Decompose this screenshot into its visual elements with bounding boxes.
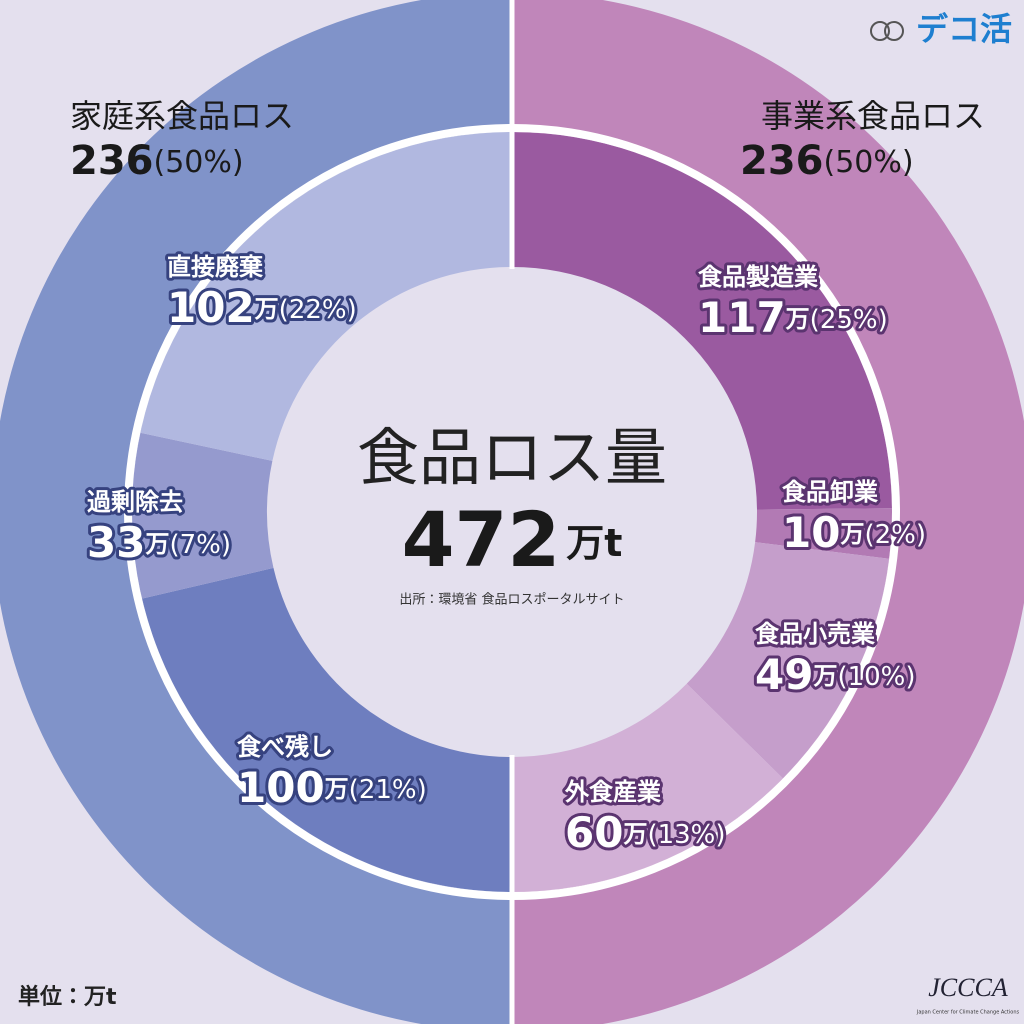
inner-number: 33 (87, 518, 145, 567)
outer-label: 家庭系食品ロス (70, 97, 294, 135)
inner-unit: 万 (840, 520, 864, 548)
logo-text: デコ活 (916, 10, 1012, 48)
inner-percent: (10%) (837, 662, 915, 692)
inner-slice (512, 132, 892, 510)
footer-logo: JCCCA (928, 973, 1008, 1002)
outer-percent: (50%) (154, 145, 244, 180)
inner-slice (140, 132, 512, 461)
logo-icon (884, 21, 904, 41)
inner-percent: (25%) (810, 305, 888, 335)
inner-label: 食品製造業 (698, 263, 818, 291)
inner-unit: 万 (145, 530, 169, 558)
chart-title: 食品ロス量 (357, 421, 667, 494)
inner-unit: 万 (813, 662, 837, 690)
inner-number: 60 (565, 808, 623, 857)
center-disc (269, 269, 755, 755)
total: 472 万t (402, 495, 623, 584)
inner-slice (509, 683, 783, 893)
inner-percent: (22%) (279, 295, 357, 325)
inner-value: 102万(22%) (167, 283, 357, 332)
inner-label: 食品小売業 (755, 620, 875, 648)
outer-number: 236 (70, 138, 154, 184)
inner-label: 外食産業 (564, 778, 661, 806)
inner-slice (132, 432, 274, 599)
inner-unit: 万 (325, 775, 349, 803)
inner-value: 117万(25%) (698, 293, 888, 342)
outer-value: 236(50%) (740, 138, 914, 184)
logo-icon (870, 21, 890, 41)
inner-percent: (21%) (349, 775, 427, 805)
outer-value: 236(50%) (70, 138, 244, 184)
logo: デコ活 (870, 10, 1012, 48)
inner-unit: 万 (255, 295, 279, 323)
inner-number: 100 (237, 763, 325, 812)
inner-label: 食べ残し (237, 733, 333, 761)
inner-value: 33万(7%) (87, 518, 231, 567)
inner-value: 100万(21%) (237, 763, 427, 812)
inner-number: 102 (167, 283, 255, 332)
source: 出所：環境省 食品ロスポータルサイト (399, 593, 624, 608)
inner-percent: (2%) (864, 520, 926, 550)
inner-unit: 万 (623, 820, 647, 848)
inner-percent: (13%) (647, 820, 725, 850)
inner-value: 60万(13%) (565, 808, 726, 857)
inner-value: 10万(2%) (782, 508, 926, 557)
outer-label: 事業系食品ロス (761, 97, 985, 135)
inner-label: 過剰除去 (87, 488, 183, 516)
inner-slice (142, 567, 511, 892)
outer-slice (512, 0, 1024, 1024)
inner-percent: (7%) (169, 530, 231, 560)
outer-percent: (50%) (824, 145, 914, 180)
labels: 事業系食品ロス236(50%)家庭系食品ロス236(50%)食品製造業117万(… (70, 97, 985, 860)
total-value: 472 (402, 495, 561, 584)
inner-number: 10 (782, 508, 840, 557)
inner-number: 117 (698, 293, 786, 342)
outer-number: 236 (740, 138, 824, 184)
footer-logo-subtitle: Japan Center for Climate Change Actions (916, 1010, 1020, 1016)
unit-note: 単位：万t (18, 984, 117, 1010)
inner-number: 49 (755, 650, 813, 699)
outer-slice (0, 0, 512, 1024)
inner-slice (686, 542, 890, 779)
total-unit: 万t (566, 521, 622, 565)
inner-label: 直接廃棄 (167, 253, 264, 281)
inner-slice (755, 508, 892, 559)
inner-label: 食品卸業 (782, 478, 878, 506)
inner-value: 49万(10%) (755, 650, 916, 699)
inner-unit: 万 (786, 305, 810, 333)
